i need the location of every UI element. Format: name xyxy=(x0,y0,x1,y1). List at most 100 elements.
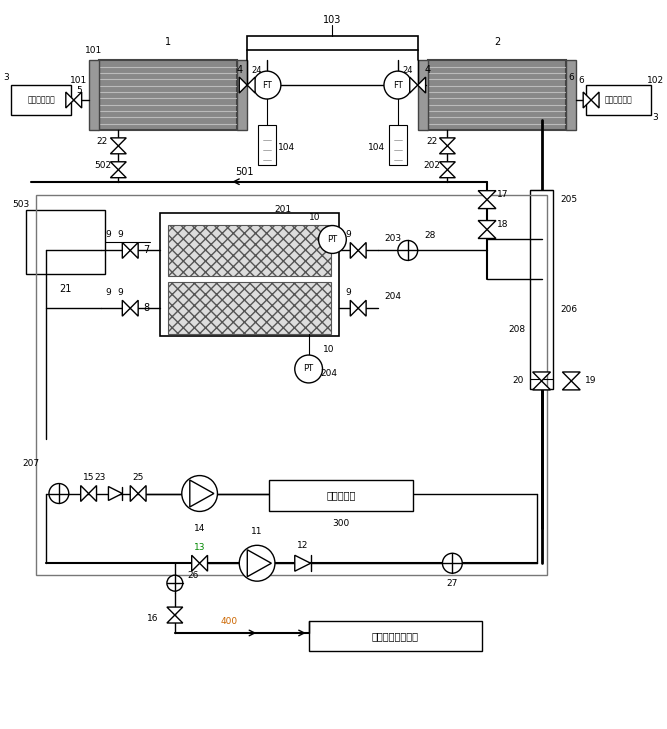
Text: FT: FT xyxy=(262,81,272,90)
Text: 203: 203 xyxy=(384,234,402,243)
Bar xyxy=(11,85,71,115)
Bar xyxy=(269,480,413,512)
Polygon shape xyxy=(440,162,456,170)
Polygon shape xyxy=(130,300,138,316)
Text: 400: 400 xyxy=(221,617,238,625)
Text: 21: 21 xyxy=(59,284,72,295)
Text: 17: 17 xyxy=(497,190,509,199)
Polygon shape xyxy=(478,200,496,208)
Text: 3: 3 xyxy=(3,73,9,82)
Text: FT: FT xyxy=(393,81,403,90)
Text: 去非经常性废水池: 去非经常性废水池 xyxy=(372,631,419,641)
Bar xyxy=(160,213,340,336)
Text: 23: 23 xyxy=(95,473,106,482)
Text: 10: 10 xyxy=(309,213,320,222)
Bar xyxy=(428,61,566,130)
Text: 13: 13 xyxy=(194,543,205,552)
Text: 9: 9 xyxy=(346,230,351,239)
Text: 102: 102 xyxy=(647,76,664,85)
Polygon shape xyxy=(111,138,126,146)
Polygon shape xyxy=(130,486,138,502)
Text: 接中温过热器: 接中温过热器 xyxy=(27,95,55,104)
Text: 9: 9 xyxy=(105,288,111,297)
Text: 104: 104 xyxy=(368,144,385,152)
Text: 502: 502 xyxy=(94,161,111,171)
Polygon shape xyxy=(111,170,126,178)
Text: 6: 6 xyxy=(568,73,574,82)
Text: 2: 2 xyxy=(494,37,500,47)
Text: 4: 4 xyxy=(236,65,242,75)
Text: 27: 27 xyxy=(447,579,458,588)
Polygon shape xyxy=(350,243,358,258)
Text: 101: 101 xyxy=(85,46,102,55)
Bar xyxy=(247,36,418,50)
Circle shape xyxy=(398,241,418,260)
Polygon shape xyxy=(66,92,74,108)
Polygon shape xyxy=(122,243,130,258)
Polygon shape xyxy=(247,550,271,577)
Bar xyxy=(237,61,247,130)
Circle shape xyxy=(167,575,183,591)
Bar xyxy=(418,61,428,130)
Text: 503: 503 xyxy=(13,200,30,209)
Circle shape xyxy=(253,71,281,99)
Text: 9: 9 xyxy=(346,288,351,297)
Bar xyxy=(586,85,650,115)
Circle shape xyxy=(384,71,412,99)
Text: 201: 201 xyxy=(274,205,291,214)
Text: PT: PT xyxy=(303,364,313,373)
Bar xyxy=(99,61,237,130)
Text: PT: PT xyxy=(327,235,338,244)
Polygon shape xyxy=(478,221,496,230)
Text: 7: 7 xyxy=(143,246,149,255)
Polygon shape xyxy=(167,615,183,623)
Text: 101: 101 xyxy=(70,76,87,85)
Bar xyxy=(389,125,407,165)
Text: 24: 24 xyxy=(252,66,262,74)
Polygon shape xyxy=(111,162,126,170)
Text: 9: 9 xyxy=(117,230,123,239)
Text: 15: 15 xyxy=(83,473,94,482)
Text: 9: 9 xyxy=(105,230,111,239)
Text: 4: 4 xyxy=(424,65,431,75)
Polygon shape xyxy=(190,480,214,507)
Text: 3: 3 xyxy=(653,114,658,122)
Polygon shape xyxy=(583,92,591,108)
Polygon shape xyxy=(74,92,81,108)
Circle shape xyxy=(239,545,275,581)
Text: 204: 204 xyxy=(384,292,402,301)
Polygon shape xyxy=(410,77,418,93)
Text: 25: 25 xyxy=(133,473,144,482)
Text: 10: 10 xyxy=(323,345,334,354)
Circle shape xyxy=(295,355,323,383)
Polygon shape xyxy=(167,607,183,615)
Text: 207: 207 xyxy=(23,459,39,468)
Polygon shape xyxy=(295,555,311,572)
Text: 5: 5 xyxy=(76,85,81,95)
Text: 205: 205 xyxy=(561,195,578,204)
Polygon shape xyxy=(533,372,550,381)
Circle shape xyxy=(319,225,346,254)
Text: 18: 18 xyxy=(497,220,509,229)
Polygon shape xyxy=(81,486,89,502)
Text: 1: 1 xyxy=(165,37,171,47)
Polygon shape xyxy=(89,486,97,502)
Bar xyxy=(168,282,331,334)
Text: 501: 501 xyxy=(235,167,253,176)
Text: 11: 11 xyxy=(251,527,263,536)
Text: 204: 204 xyxy=(320,370,337,378)
Polygon shape xyxy=(591,92,599,108)
Text: 22: 22 xyxy=(426,137,437,147)
Text: 6: 6 xyxy=(578,76,584,85)
Polygon shape xyxy=(478,191,496,200)
Text: 24: 24 xyxy=(402,66,413,74)
Bar xyxy=(168,225,331,276)
Text: 26: 26 xyxy=(187,571,198,580)
Bar xyxy=(309,621,482,651)
Polygon shape xyxy=(122,300,130,316)
Bar xyxy=(26,210,105,274)
Polygon shape xyxy=(562,381,580,390)
Bar xyxy=(258,125,276,165)
Bar xyxy=(36,195,546,575)
Circle shape xyxy=(49,483,69,504)
